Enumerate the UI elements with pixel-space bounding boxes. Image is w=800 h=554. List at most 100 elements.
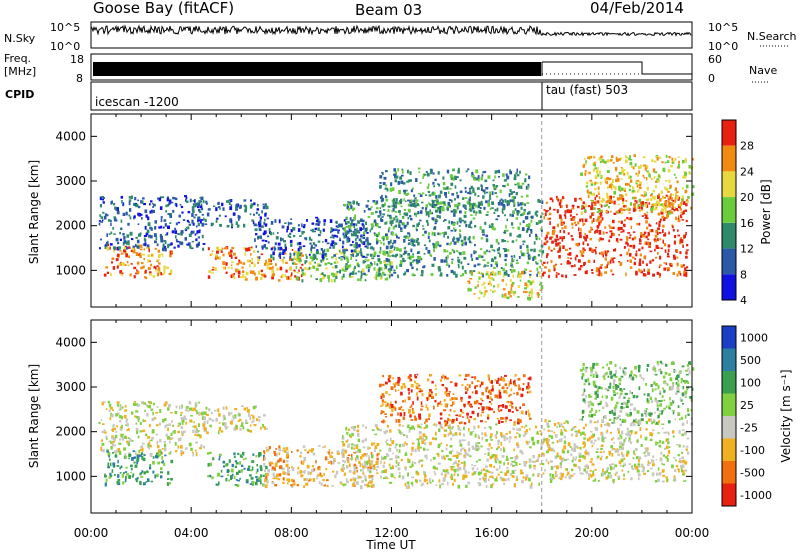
echo-cell [659,218,662,221]
echo-cell [346,203,348,206]
echo-cell [421,234,425,237]
echo-cell [107,400,111,404]
echo-cell [173,429,176,434]
echo-cell [149,235,153,239]
echo-cell [231,473,234,476]
echo-cell [363,210,366,213]
echo-cell [691,192,695,196]
echo-cell [504,200,507,203]
echo-cell [222,422,225,426]
echo-cell [440,442,443,445]
echo-cell [219,248,223,251]
echo-cell [173,246,176,249]
echo-cell [451,397,454,400]
echo-cell [150,227,153,231]
echo-cell [243,223,246,228]
echo-cell [610,210,612,213]
echo-cell [642,174,645,177]
echo-cell [340,251,343,255]
echo-cell [585,163,587,166]
echo-cell [169,213,172,216]
echo-cell [105,478,108,483]
echo-cell [506,175,510,180]
echo-cell [558,214,562,216]
echo-cell [441,455,444,460]
echo-cell [618,209,621,214]
echo-cell [511,475,514,478]
echo-cell [395,215,398,218]
echo-cell [224,215,227,218]
echo-cell [667,269,669,272]
echo-cell [399,412,402,417]
echo-cell [206,452,210,455]
echo-cell [571,238,574,241]
echo-cell [376,453,379,457]
echo-cell [180,417,184,421]
echo-cell [567,257,570,259]
echo-cell [390,223,393,227]
echo-cell [647,271,650,275]
echo-cell [295,266,298,269]
echo-cell [513,255,515,257]
echo-cell [493,211,496,214]
echo-cell [604,266,607,269]
echo-cell [139,430,143,433]
echo-cell [272,256,275,261]
echo-cell [387,209,390,212]
echo-cell [135,416,138,419]
echo-cell [380,475,382,479]
echo-cell [181,451,185,455]
echo-cell [411,446,414,451]
echo-cell [463,439,466,441]
echo-cell [685,251,688,255]
echo-cell [135,243,137,247]
echo-cell [674,197,678,200]
echo-cell [132,249,136,254]
echo-cell [447,201,451,206]
echo-cell [402,443,405,447]
echo-cell [339,481,343,483]
echo-cell [106,448,109,451]
echo-cell [588,230,592,234]
echo-cell [316,219,318,223]
echo-cell [667,169,671,173]
echo-cell [397,456,400,459]
echo-cell [119,408,122,411]
echo-cell [528,297,532,301]
echo-cell [343,250,346,254]
echo-cell [513,210,515,214]
echo-cell [558,202,561,206]
echo-cell [178,422,181,426]
echo-cell [384,202,386,207]
echo-cell [315,250,319,255]
echo-cell [535,238,538,241]
echo-cell [356,262,360,266]
echo-cell [659,238,662,241]
echo-cell [691,158,694,161]
echo-cell [470,220,473,224]
echo-cell [541,200,544,204]
echo-cell [528,412,531,417]
echo-cell [293,256,296,260]
echo-cell [535,233,538,237]
echo-cell [407,388,410,392]
echo-cell [515,172,518,175]
echo-cell [637,206,641,209]
echo-cell [218,481,220,486]
echo-cell [594,196,596,201]
echo-cell [121,274,123,277]
echo-cell [582,201,585,205]
echo-cell [482,195,485,199]
echo-cell [376,472,379,475]
echo-cell [430,391,433,394]
echo-cell [215,207,218,212]
echo-cell [305,255,308,259]
echo-cell [588,247,592,252]
colorbar-tick-label: 28 [740,140,754,153]
echo-cell [575,224,577,226]
echo-cell [364,438,367,442]
echo-cell [646,211,649,214]
echo-cell [121,272,124,275]
echo-cell [110,231,113,235]
echo-cell [654,234,658,238]
